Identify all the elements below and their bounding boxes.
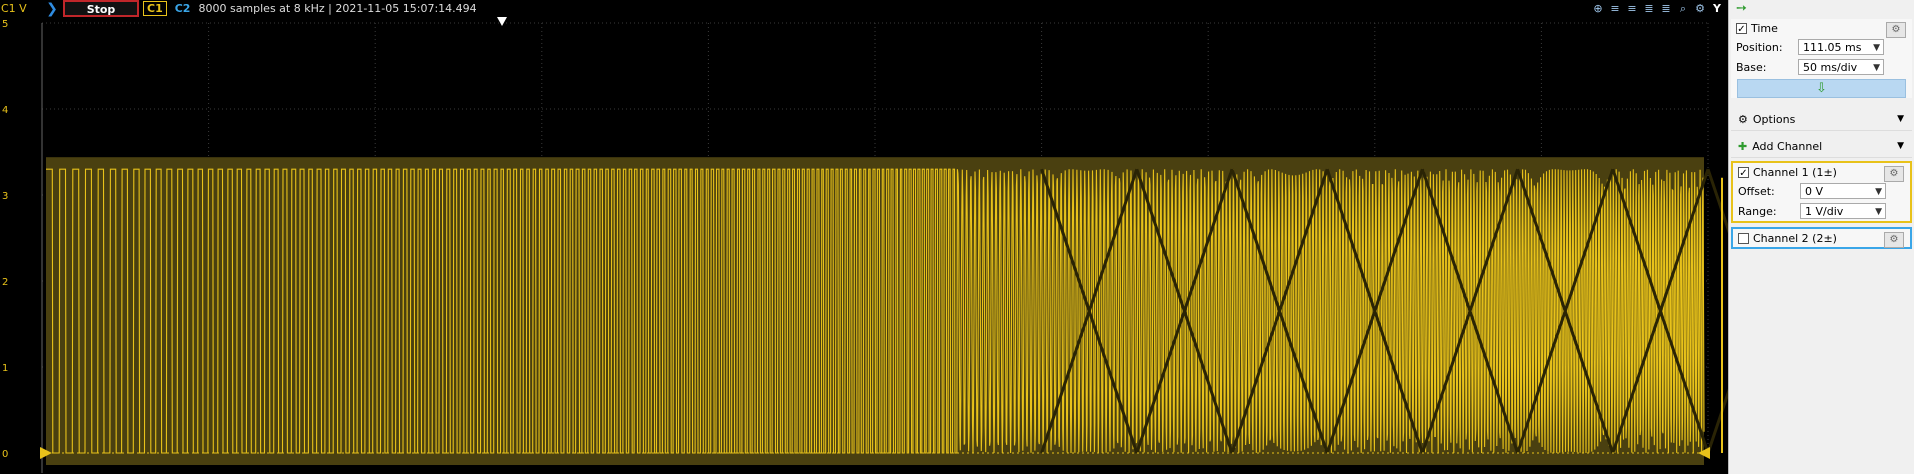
- options-gear-icon: ⚙: [1738, 112, 1748, 126]
- y-tick-label: 0: [2, 449, 8, 460]
- options-menu[interactable]: ⚙ Options ▼: [1731, 108, 1912, 131]
- fit-vertical-icon[interactable]: ≣: [1661, 1, 1671, 15]
- y-tick-label: 1: [2, 363, 8, 374]
- chevron-down-icon: ▼: [1873, 63, 1880, 73]
- time-checkbox[interactable]: ✓: [1736, 22, 1747, 35]
- scope-topbar: C1 V ❯ Stop C1 C2 8000 samples at 8 kHz …: [0, 0, 1728, 17]
- chevron-down-icon: ▼: [1873, 43, 1880, 53]
- channel-2-gear-icon[interactable]: ⚙: [1884, 232, 1904, 248]
- base-select[interactable]: 50 ms/div ▼: [1798, 59, 1884, 75]
- stop-button[interactable]: Stop: [63, 0, 139, 17]
- add-channel-label: Add Channel: [1752, 139, 1823, 153]
- y-tick-label: 2: [2, 277, 8, 288]
- plot-markers: [40, 17, 1723, 459]
- options-label: Options: [1752, 112, 1796, 126]
- position-select[interactable]: 111.05 ms ▼: [1798, 39, 1884, 55]
- offset-value: 0 V: [1805, 185, 1824, 198]
- y-axis-ticks: 5 4 3 2 1 0: [2, 19, 8, 460]
- channel-2-title: Channel 2 (2±): [1753, 231, 1837, 245]
- zoom-toolbar: ⊕ ≡ ≡ ≣ ≣ ⌕ ⚙ Y: [1591, 0, 1724, 17]
- channel-2-checkbox[interactable]: [1738, 232, 1749, 244]
- channel-2-panel: Channel 2 (2±) ⚙: [1731, 227, 1912, 249]
- sidebar-collapse-icon[interactable]: ➙: [1736, 1, 1747, 16]
- add-channel-menu[interactable]: ✚ Add Channel ▼: [1731, 135, 1912, 158]
- time-gear-icon[interactable]: ⚙: [1886, 22, 1906, 38]
- trigger-marker: [497, 17, 507, 26]
- scale-up-icon[interactable]: ≡: [1610, 1, 1620, 15]
- fit-horizontal-icon[interactable]: ≣: [1644, 1, 1654, 15]
- position-value: 111.05 ms: [1803, 41, 1862, 54]
- control-sidebar: ➙ ✓ Time ⚙ Position: 111.05 ms ▼ Base: 50…: [1728, 0, 1914, 474]
- apply-down-arrow-icon[interactable]: ⇩: [1737, 79, 1906, 98]
- offset-label: Offset:: [1738, 184, 1775, 198]
- chevron-down-icon: ▼: [1897, 114, 1904, 124]
- plus-icon: ✚: [1738, 139, 1748, 153]
- scope-view: C1 V ❯ Stop C1 C2 8000 samples at 8 kHz …: [0, 0, 1728, 474]
- channel-1-gear-icon[interactable]: ⚙: [1884, 166, 1904, 182]
- oscilloscope-plot[interactable]: 5 4 3 2 1 0: [0, 17, 1728, 474]
- channel-1-panel: ✓ Channel 1 (1±) ⚙ Offset: 0 V ▼ Range: 1…: [1731, 161, 1912, 223]
- range-value: 1 V/div: [1805, 205, 1844, 218]
- chevron-down-icon: ▼: [1875, 207, 1882, 217]
- channel-unit-label: C1 V: [1, 2, 27, 15]
- acquisition-status: 8000 samples at 8 kHz | 2021-11-05 15:07…: [198, 2, 477, 15]
- zero-marker-left: [40, 447, 52, 459]
- base-label: Base:: [1736, 60, 1767, 74]
- zero-marker-right: [1698, 447, 1710, 459]
- zoom-search-icon[interactable]: ⌕: [1679, 1, 1687, 15]
- channel-1-checkbox[interactable]: ✓: [1738, 166, 1749, 179]
- y-tick-label: 5: [2, 19, 8, 30]
- channel-2-tag[interactable]: C2: [170, 1, 195, 16]
- range-select[interactable]: 1 V/div ▼: [1800, 203, 1886, 219]
- chevron-down-icon: ▼: [1897, 141, 1904, 151]
- y-tick-label: 3: [2, 191, 8, 202]
- offset-select[interactable]: 0 V ▼: [1800, 183, 1886, 199]
- zoom-in-icon[interactable]: ⊕: [1593, 1, 1603, 15]
- run-arrow-icon[interactable]: ❯: [46, 0, 58, 17]
- time-title: Time: [1751, 21, 1778, 35]
- y-axis-toggle[interactable]: Y: [1713, 1, 1721, 15]
- beat-pattern: [1040, 168, 1728, 454]
- y-tick-label: 4: [2, 105, 8, 116]
- position-label: Position:: [1736, 40, 1783, 54]
- channel-1-tag[interactable]: C1: [143, 1, 167, 16]
- settings-icon[interactable]: ⚙: [1695, 1, 1705, 15]
- time-panel: ✓ Time ⚙ Position: 111.05 ms ▼ Base: 50 m…: [1731, 19, 1912, 98]
- scale-down-icon[interactable]: ≡: [1627, 1, 1637, 15]
- base-value: 50 ms/div: [1803, 61, 1858, 74]
- channel-1-title: Channel 1 (1±): [1753, 165, 1837, 179]
- range-label: Range:: [1738, 204, 1777, 218]
- chevron-down-icon: ▼: [1875, 187, 1882, 197]
